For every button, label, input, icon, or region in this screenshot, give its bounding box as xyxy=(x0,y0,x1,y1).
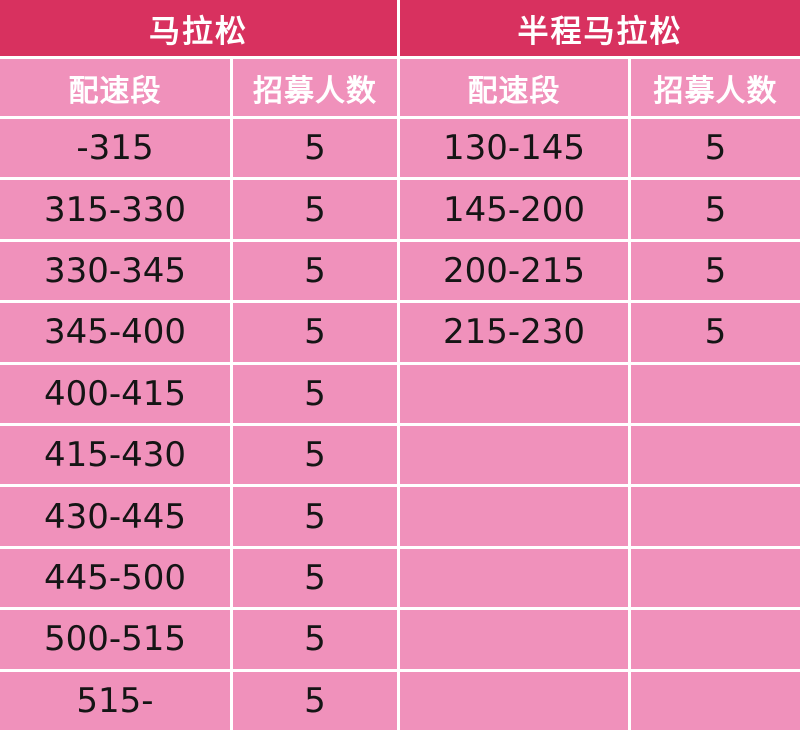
half-marathon-pace-column-header: 配速段 xyxy=(400,59,628,116)
pace-cell: 515- xyxy=(0,671,230,730)
count-cell: 5 xyxy=(233,241,397,301)
count-cell: 5 xyxy=(631,241,800,301)
pace-cell: 315-330 xyxy=(0,180,230,239)
pace-cell: -315 xyxy=(0,119,230,178)
half-marathon-table-title: 半程马拉松 xyxy=(400,0,800,56)
count-cell: 5 xyxy=(233,548,397,608)
pace-cell: 445-500 xyxy=(0,548,230,608)
pace-cell: 145-200 xyxy=(400,180,628,239)
pace-cell xyxy=(400,548,628,608)
count-cell: 5 xyxy=(233,364,397,423)
count-cell: 5 xyxy=(631,119,800,178)
pace-cell: 345-400 xyxy=(0,303,230,362)
marathon-pace-column-header: 配速段 xyxy=(0,59,230,116)
count-cell: 5 xyxy=(631,303,800,362)
pace-cell: 215-230 xyxy=(400,303,628,362)
pace-cell xyxy=(400,671,628,730)
count-cell: 5 xyxy=(233,119,397,178)
count-cell xyxy=(631,610,800,669)
count-cell xyxy=(631,487,800,546)
pace-cell xyxy=(400,487,628,546)
pace-cell: 415-430 xyxy=(0,426,230,485)
pace-cell: 500-515 xyxy=(0,610,230,669)
pace-cell xyxy=(400,426,628,485)
count-cell xyxy=(631,426,800,485)
count-cell xyxy=(631,548,800,608)
pace-cell: 200-215 xyxy=(400,241,628,301)
marathon-count-column-header: 招募人数 xyxy=(233,59,397,116)
pace-cell: 330-345 xyxy=(0,241,230,301)
count-cell: 5 xyxy=(233,671,397,730)
count-cell xyxy=(631,671,800,730)
pace-cell: 430-445 xyxy=(0,487,230,546)
marathon-table-title: 马拉松 xyxy=(0,0,397,56)
pace-cell xyxy=(400,610,628,669)
count-cell: 5 xyxy=(233,426,397,485)
count-cell: 5 xyxy=(233,610,397,669)
count-cell: 5 xyxy=(233,303,397,362)
count-cell xyxy=(631,364,800,423)
count-cell: 5 xyxy=(631,180,800,239)
count-cell: 5 xyxy=(233,180,397,239)
half-marathon-count-column-header: 招募人数 xyxy=(631,59,800,116)
pace-cell: 400-415 xyxy=(0,364,230,423)
pace-cell: 130-145 xyxy=(400,119,628,178)
pace-cell xyxy=(400,364,628,423)
count-cell: 5 xyxy=(233,487,397,546)
